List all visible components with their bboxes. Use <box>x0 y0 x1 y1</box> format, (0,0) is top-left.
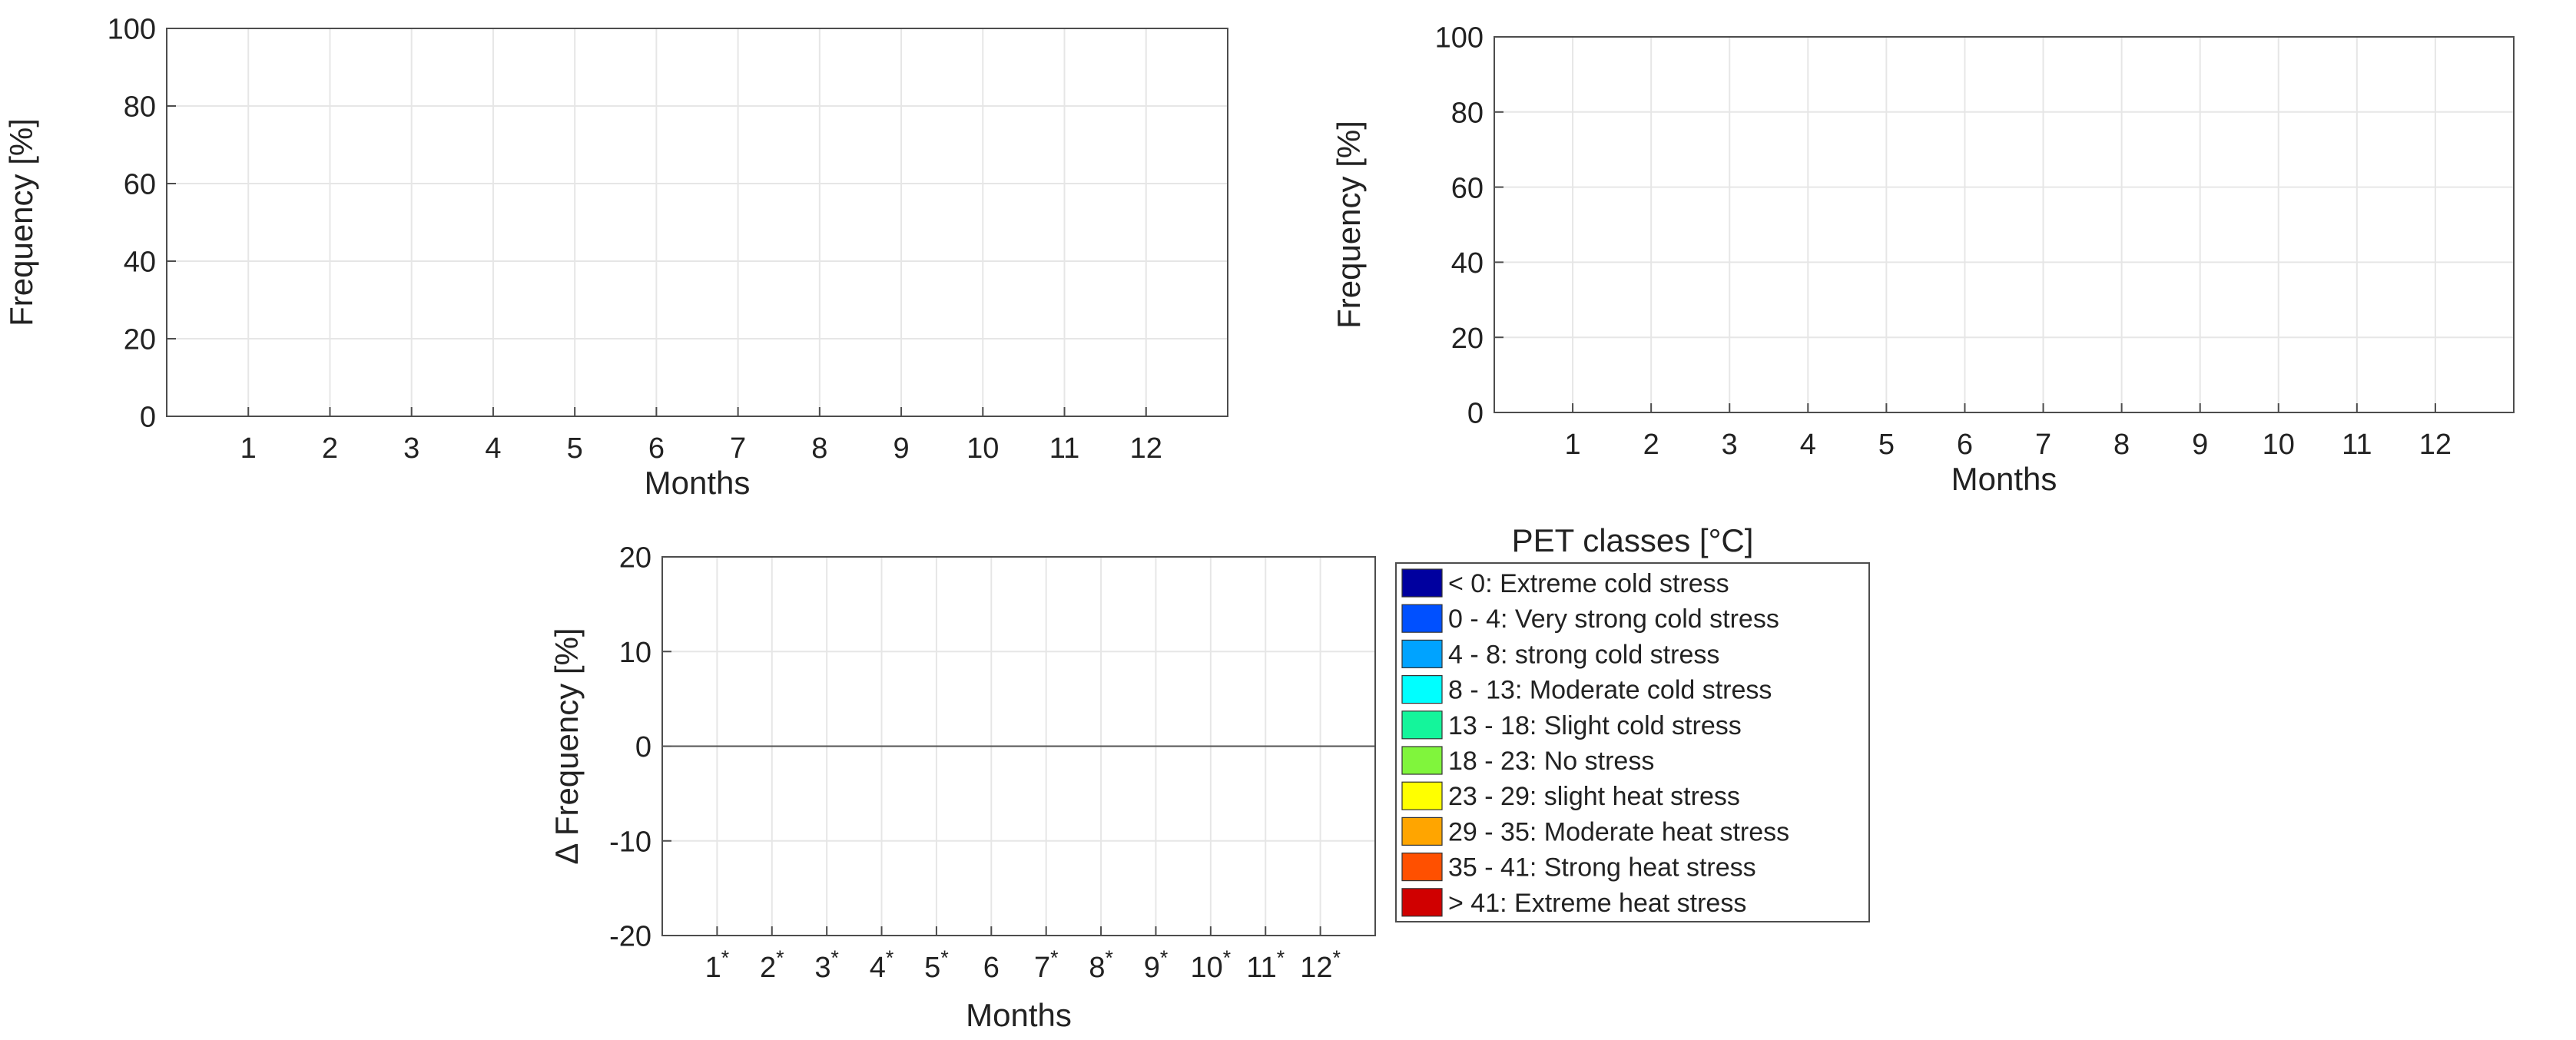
x-tick-label: 7 <box>2035 429 2051 461</box>
x-tick-label: 8 <box>2114 429 2130 461</box>
x-tick-label: 6 <box>648 432 665 465</box>
x-tick-label: 5 <box>1878 429 1895 461</box>
x-tick-label: 6 <box>983 952 1000 984</box>
x-tick-label: 2 <box>322 432 338 465</box>
x-tick-label: 11 <box>1049 432 1079 465</box>
x-tick-label: 5* <box>924 946 949 984</box>
y-tick-label: 80 <box>124 91 156 124</box>
x-axis-label: Months <box>645 465 751 501</box>
x-tick-label: 3* <box>814 946 839 984</box>
y-tick-label: 20 <box>619 542 651 575</box>
legend-entry: 13 - 18: Slight cold stress <box>1448 711 1742 740</box>
y-tick-label: 40 <box>124 247 156 279</box>
x-tick-label: 10 <box>966 432 999 465</box>
y-tick-label: 0 <box>140 402 156 434</box>
x-tick-label: 1 <box>240 432 257 465</box>
x-tick-label: 1* <box>705 946 730 984</box>
x-tick-label: 2 <box>1643 429 1659 461</box>
legend: PET classes [°C] < 0: Extreme cold stress… <box>1395 522 1870 922</box>
legend-swatch <box>1401 710 1443 740</box>
x-tick-label: 9* <box>1144 946 1169 984</box>
legend-entry: 8 - 13: Moderate cold stress <box>1448 676 1772 705</box>
legend-swatch <box>1401 888 1443 917</box>
legend-swatch <box>1401 781 1443 810</box>
legend-swatch <box>1401 674 1443 704</box>
y-tick-label: -10 <box>609 826 651 858</box>
legend-swatch <box>1401 639 1443 669</box>
x-axis-label: Months <box>966 997 1072 1033</box>
x-tick-label: 10 <box>2263 429 2295 461</box>
y-tick-label: 40 <box>1451 247 1484 280</box>
x-tick-label: 11* <box>1246 946 1285 984</box>
legend-entry: 0 - 4: Very strong cold stress <box>1448 604 1779 634</box>
legend-entry: > 41: Extreme heat stress <box>1448 889 1746 918</box>
x-tick-label: 8* <box>1089 946 1113 984</box>
legend-swatch <box>1401 604 1443 633</box>
y-tick-label: 100 <box>1435 22 1484 55</box>
plot-area <box>1494 37 2514 412</box>
x-tick-label: 12 <box>1130 432 1162 465</box>
x-tick-label: 12 <box>2419 429 2452 461</box>
legend-box <box>1395 562 1870 922</box>
legend-swatch <box>1401 816 1443 846</box>
axes-frame <box>166 28 1228 417</box>
y-axis-label: Δ Frequency [%] <box>549 628 585 864</box>
legend-entry: < 0: Extreme cold stress <box>1448 569 1729 598</box>
x-tick-label: 12* <box>1300 946 1341 984</box>
x-tick-label: 4* <box>870 946 894 984</box>
legend-title: PET classes [°C] <box>1512 522 1754 558</box>
x-tick-label: 5 <box>567 432 583 465</box>
x-tick-label: 3 <box>403 432 419 465</box>
y-tick-label: 10 <box>619 637 651 669</box>
chart-bottom-difference: -20 -10 0 10 20 1* 2* 3* 4* 5* 6 7* 8* 9* 10* 11* 12* Mon… <box>549 542 1376 1033</box>
y-tick-label: 0 <box>635 731 651 763</box>
legend-entry: 29 - 35: Moderate heat stress <box>1448 817 1789 846</box>
y-tick-label: 20 <box>1451 323 1484 355</box>
x-tick-label: 1 <box>1565 429 1581 461</box>
x-axis-label: Months <box>1951 461 2057 497</box>
x-tick-label: 10* <box>1191 946 1232 984</box>
legend-entry: 18 - 23: No stress <box>1448 747 1654 776</box>
legend-entry: 35 - 41: Strong heat stress <box>1448 853 1756 883</box>
y-tick-label: 100 <box>108 14 156 46</box>
x-tick-label: 4 <box>485 432 501 465</box>
x-tick-label: 8 <box>811 432 827 465</box>
x-tick-label: 7 <box>730 432 746 465</box>
y-tick-label: 20 <box>124 324 156 356</box>
y-tick-label: 0 <box>1467 398 1484 430</box>
legend-swatch <box>1401 568 1443 598</box>
legend-entry: 23 - 29: slight heat stress <box>1448 782 1740 811</box>
y-axis-label: Frequency [%] <box>1331 121 1367 329</box>
y-tick-label: 60 <box>124 169 156 201</box>
x-tick-label: 2* <box>760 946 784 984</box>
x-tick-label: 11 <box>2342 429 2372 461</box>
legend-swatch <box>1401 746 1443 775</box>
y-axis-label: Frequency [%] <box>3 118 39 326</box>
y-tick-label: 80 <box>1451 97 1484 129</box>
x-tick-label: 9 <box>893 432 910 465</box>
x-tick-label: 6 <box>1957 429 1973 461</box>
x-tick-label: 3 <box>1722 429 1738 461</box>
plot-area <box>167 28 1228 416</box>
x-tick-label: 4 <box>1800 429 1816 461</box>
x-tick-label: 7* <box>1034 946 1059 984</box>
legend-swatch <box>1401 852 1443 882</box>
legend-entry: 4 - 8: strong cold stress <box>1448 640 1719 669</box>
y-tick-label: -20 <box>609 921 651 953</box>
x-tick-label: 9 <box>2192 429 2208 461</box>
axes-frame <box>1494 36 2515 413</box>
y-tick-label: 60 <box>1451 172 1484 204</box>
